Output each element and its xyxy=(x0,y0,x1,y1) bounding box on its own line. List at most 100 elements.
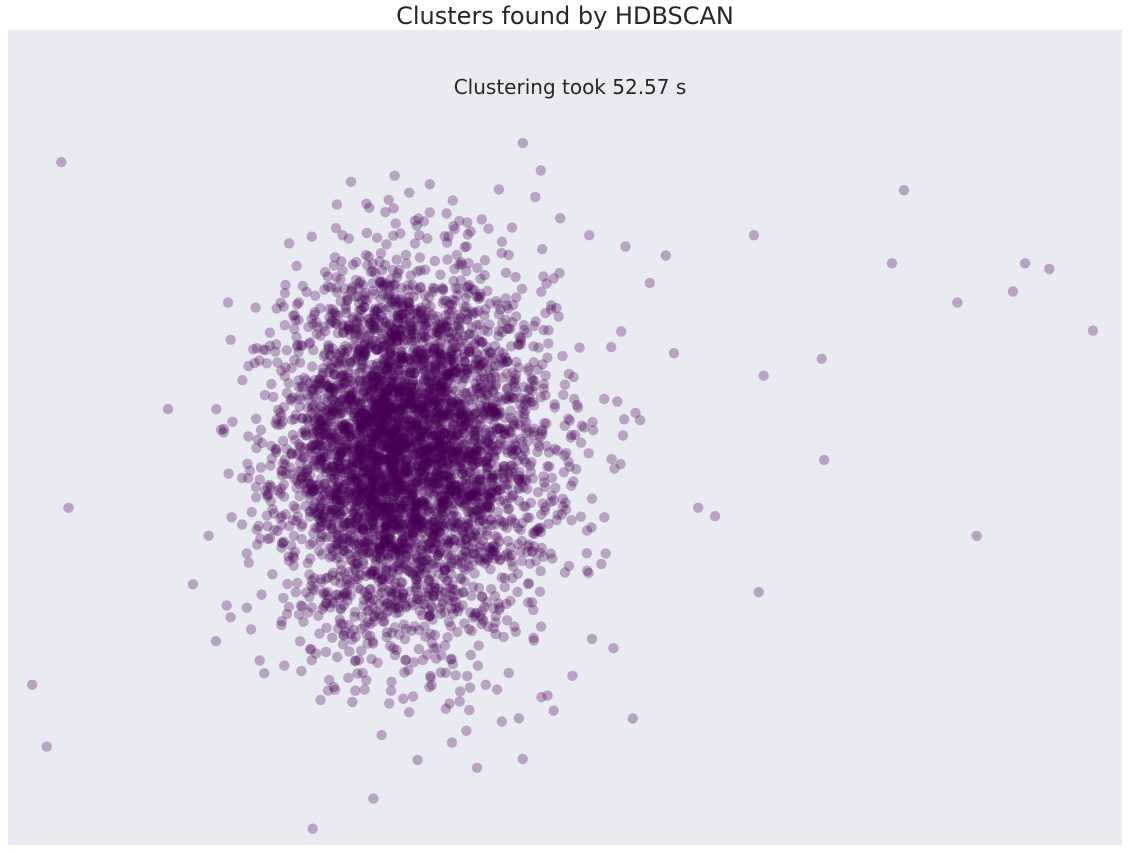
scatter-point xyxy=(429,578,440,590)
scatter-point xyxy=(308,486,319,497)
scatter-point xyxy=(392,447,403,458)
scatter-point xyxy=(420,388,432,399)
scatter-point xyxy=(487,385,498,396)
scatter-point xyxy=(314,628,325,639)
scatter-point xyxy=(330,433,342,444)
scatter-point xyxy=(495,304,506,315)
scatter-point xyxy=(434,522,445,533)
scatter-point xyxy=(341,590,352,601)
scatter-point xyxy=(324,312,335,323)
scatter-point xyxy=(358,558,369,570)
scatter-point xyxy=(388,490,400,502)
scatter-point xyxy=(319,348,331,359)
scatter-point xyxy=(301,375,312,386)
scatter-point xyxy=(406,500,418,512)
scatter-point xyxy=(390,411,401,422)
scatter-point xyxy=(337,521,348,533)
scatter-point xyxy=(478,615,489,627)
scatter-point xyxy=(312,424,323,436)
scatter-point xyxy=(278,536,289,547)
scatter-point xyxy=(387,456,398,467)
scatter-point xyxy=(246,506,257,518)
scatter-point xyxy=(418,516,429,528)
scatter-point xyxy=(264,533,276,544)
scatter-point xyxy=(494,536,505,547)
scatter-point xyxy=(415,305,426,317)
scatter-point xyxy=(528,632,539,643)
scatter-point xyxy=(470,378,481,389)
scatter-point xyxy=(429,408,440,419)
scatter-point xyxy=(381,239,392,250)
scatter-point xyxy=(357,420,368,431)
scatter-point xyxy=(301,286,312,298)
scatter-point xyxy=(371,323,382,334)
scatter-point xyxy=(314,451,326,462)
scatter-point xyxy=(381,489,392,500)
scatter-point xyxy=(502,323,513,334)
scatter-point xyxy=(394,390,405,401)
scatter-point xyxy=(302,607,314,618)
scatter-point xyxy=(481,500,492,511)
scatter-point xyxy=(328,441,339,452)
scatter-point xyxy=(451,395,463,407)
scatter-point xyxy=(436,650,447,661)
scatter-point xyxy=(748,230,760,241)
scatter-point xyxy=(455,455,466,467)
scatter-point xyxy=(536,509,547,520)
scatter-point xyxy=(396,434,407,445)
scatter-point xyxy=(668,348,680,359)
scatter-point xyxy=(366,461,378,473)
scatter-point xyxy=(218,423,230,435)
scatter-point xyxy=(372,372,383,383)
scatter-point xyxy=(536,542,547,554)
scatter-point xyxy=(369,312,380,323)
scatter-point xyxy=(435,269,446,280)
scatter-point xyxy=(331,493,342,504)
scatter-point xyxy=(446,737,458,748)
scatter-point xyxy=(351,314,362,326)
scatter-point xyxy=(352,668,363,679)
scatter-point xyxy=(313,479,324,490)
scatter-point xyxy=(456,407,467,418)
scatter-point xyxy=(458,405,469,416)
scatter-point xyxy=(491,472,503,484)
scatter-point xyxy=(439,462,451,473)
scatter-point xyxy=(414,481,426,492)
scatter-point xyxy=(394,412,405,423)
scatter-point xyxy=(455,312,466,323)
scatter-point xyxy=(391,582,402,593)
scatter-point xyxy=(364,506,375,518)
scatter-point xyxy=(475,403,487,414)
scatter-point xyxy=(507,561,519,572)
scatter-point xyxy=(1087,325,1099,336)
scatter-point xyxy=(535,431,546,443)
scatter-point xyxy=(444,476,456,487)
scatter-point xyxy=(378,416,389,428)
scatter-point xyxy=(401,466,413,477)
scatter-point xyxy=(464,446,476,457)
scatter-point xyxy=(339,626,351,637)
scatter-point xyxy=(413,442,425,454)
scatter-point xyxy=(367,258,378,269)
scatter-point xyxy=(407,527,418,539)
scatter-point xyxy=(347,696,358,708)
scatter-point xyxy=(472,450,483,461)
scatter-point xyxy=(532,446,543,458)
scatter-point xyxy=(444,488,455,500)
scatter-point xyxy=(405,488,417,500)
scatter-point xyxy=(358,384,369,396)
scatter-point xyxy=(348,507,359,518)
scatter-point xyxy=(466,506,477,517)
scatter-point xyxy=(360,487,371,499)
scatter-point xyxy=(495,435,507,446)
scatter-point xyxy=(528,635,540,646)
scatter-point xyxy=(414,605,425,616)
scatter-point xyxy=(400,539,411,550)
scatter-point xyxy=(490,611,501,622)
scatter-point xyxy=(397,500,408,511)
scatter-point xyxy=(397,519,408,531)
scatter-point xyxy=(503,667,514,679)
scatter-point xyxy=(369,289,380,300)
scatter-point xyxy=(471,762,483,773)
scatter-point xyxy=(453,602,464,613)
